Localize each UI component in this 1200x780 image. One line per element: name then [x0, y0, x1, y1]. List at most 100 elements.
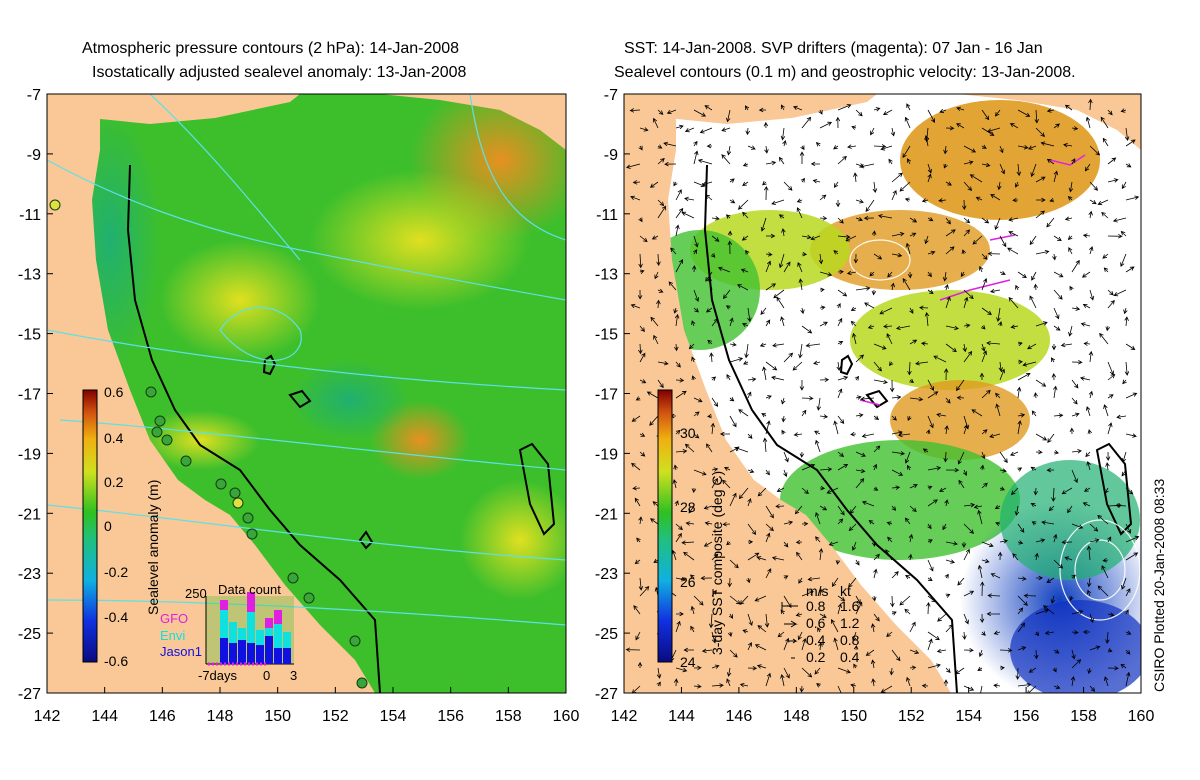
velocity-arrow — [747, 552, 760, 561]
velocity-arrow — [960, 271, 965, 278]
velocity-arrow — [1008, 296, 1019, 309]
velocity-arrow — [1120, 253, 1127, 267]
velocity-arrow — [1107, 299, 1115, 309]
y-tick-label: -23 — [18, 566, 41, 583]
velocity-arrow — [1046, 577, 1055, 583]
velocity-arrow — [1103, 404, 1109, 417]
velocity-arrow — [1029, 295, 1037, 309]
velocity-arrow — [1061, 487, 1073, 495]
velocity-arrow — [1050, 357, 1056, 363]
velocity-arrow — [818, 109, 823, 115]
velocity-arrow — [981, 451, 986, 460]
velocity-arrow — [1102, 253, 1109, 259]
velocity-arrow — [797, 262, 803, 273]
velocity-arrow — [981, 558, 990, 564]
velocity-arrow — [975, 196, 983, 201]
velocity-arrow — [943, 679, 949, 686]
velocity-arrow — [1033, 487, 1039, 496]
velocity-arrow — [636, 537, 641, 543]
velocity-arrow — [1107, 178, 1119, 183]
right-title-line2: Sealevel contours (0.1 m) and geostrophi… — [614, 64, 1076, 81]
velocity-arrow — [810, 235, 821, 241]
velocity-arrow — [945, 229, 956, 237]
inset-bar — [220, 600, 228, 610]
velocity-arrow — [1010, 451, 1019, 456]
velocity-arrow — [729, 342, 737, 347]
velocity-arrow — [783, 181, 793, 191]
velocity-arrow — [1052, 667, 1057, 673]
velocity-arrow — [711, 467, 719, 472]
velocity-arrow — [999, 145, 1004, 154]
velocity-arrow — [1125, 630, 1132, 635]
velocity-arrow — [1034, 649, 1039, 660]
velocity-arrow — [635, 396, 641, 401]
velocity-arrow — [711, 683, 724, 688]
inset-bar — [274, 610, 282, 624]
velocity-arrow — [1124, 316, 1129, 327]
inset-legend-envi: Envi — [160, 628, 185, 643]
inset-bar — [247, 612, 255, 643]
velocity-arrow — [796, 198, 803, 203]
velocity-arrow — [1017, 413, 1026, 418]
velocity-arrow — [906, 158, 912, 165]
velocity-arrow — [927, 576, 933, 582]
velocity-arrow — [727, 577, 733, 588]
velocity-arrow — [1015, 181, 1020, 188]
velocity-arrow — [711, 664, 720, 669]
velocity-arrow — [852, 631, 857, 642]
right-title-line1: SST: 14-Jan-2008. SVP drifters (magenta)… — [624, 40, 1043, 57]
velocity-arrow — [722, 289, 731, 300]
velocity-arrow — [909, 649, 920, 655]
x-tick-label: 144 — [91, 708, 118, 725]
velocity-arrow — [657, 288, 664, 293]
velocity-legend-ms: 0.8 — [806, 598, 826, 614]
velocity-arrow — [819, 287, 825, 293]
velocity-arrow — [1053, 325, 1061, 331]
velocity-arrow — [738, 409, 749, 417]
y-tick-label: -7 — [27, 87, 41, 104]
velocity-arrow — [697, 158, 713, 165]
velocity-arrow — [945, 125, 955, 131]
velocity-arrow — [675, 667, 688, 673]
velocity-arrow — [1120, 108, 1127, 113]
velocity-arrow — [981, 162, 991, 168]
velocity-arrow — [1089, 181, 1099, 191]
velocity-arrow — [855, 199, 864, 204]
inset-bar — [265, 618, 273, 628]
velocity-arrow — [1081, 271, 1091, 278]
velocity-arrow — [1017, 540, 1024, 545]
velocity-arrow — [1015, 667, 1021, 680]
velocity-arrow — [1049, 198, 1055, 203]
x-tick-label: 148 — [783, 708, 810, 725]
velocity-arrow — [996, 307, 1001, 322]
velocity-arrow — [1051, 344, 1057, 351]
velocity-arrow — [987, 251, 1001, 257]
velocity-arrow — [765, 319, 771, 327]
velocity-arrow — [1088, 98, 1093, 111]
inset-bar — [229, 622, 237, 643]
velocity-arrow — [1120, 230, 1127, 237]
inset-xlabel: -7days — [198, 668, 238, 683]
velocity-arrow — [904, 608, 911, 615]
velocity-arrow — [927, 217, 934, 222]
velocity-arrow — [1102, 137, 1109, 147]
velocity-arrow — [693, 235, 699, 248]
velocity-arrow — [638, 577, 644, 591]
velocity-arrow — [745, 127, 751, 136]
velocity-arrow — [891, 395, 902, 400]
velocity-arrow — [726, 145, 732, 156]
velocity-arrow — [921, 683, 929, 689]
velocity-arrow — [637, 289, 643, 300]
velocity-arrow — [961, 249, 966, 255]
velocity-arrow — [891, 430, 903, 435]
inset-bar — [238, 628, 246, 640]
velocity-arrow — [855, 478, 865, 489]
velocity-arrow — [783, 469, 788, 478]
velocity-arrow — [1064, 556, 1073, 561]
velocity-arrow — [778, 253, 785, 269]
velocity-arrow — [837, 317, 843, 327]
velocity-arrow — [742, 211, 749, 219]
velocity-arrow — [1052, 385, 1058, 399]
velocity-arrow — [927, 109, 935, 123]
velocity-arrow — [801, 396, 814, 401]
